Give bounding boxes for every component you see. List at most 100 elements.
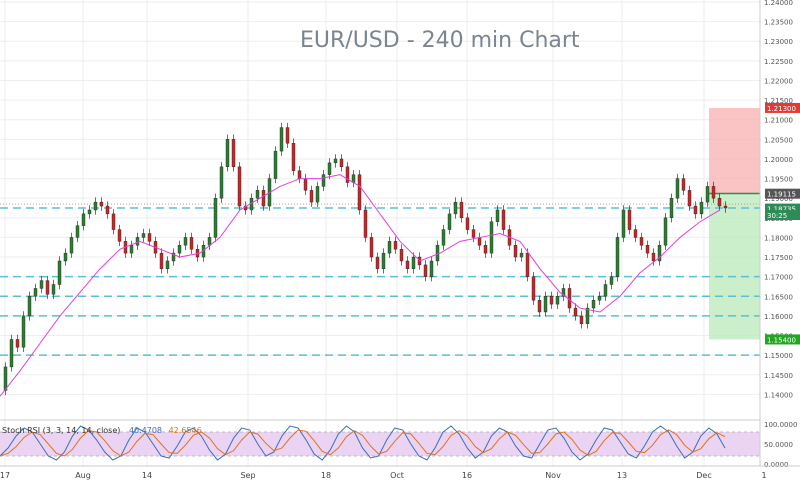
candle-body [495, 209, 500, 222]
candle-body [177, 245, 182, 254]
candle-body [39, 280, 44, 289]
candle-body [639, 237, 644, 246]
reward-zone [709, 193, 760, 340]
candle-body [333, 158, 338, 164]
candle-body [51, 284, 56, 295]
price-tick-label: 1.20000 [764, 156, 793, 164]
price-label-text: 1.18735 [767, 206, 796, 214]
price-axis: 1.24000 1.23500 1.23000 1.22500 1.22000 1.215… [759, 0, 800, 482]
candle-body [585, 307, 590, 324]
price-tick-label: 1.17000 [764, 274, 793, 282]
stochastic-tick-label: 0.0000 [764, 461, 789, 469]
candle-body [603, 284, 608, 297]
price-tick-label: 1.16000 [764, 313, 793, 321]
stochastic-tick-label: 100.0000 [764, 421, 797, 429]
candle-body [15, 339, 20, 348]
candle-body [513, 245, 518, 258]
time-tick-label: Sep [240, 471, 255, 480]
time-tick-label: 1 [761, 471, 766, 480]
candle-body [105, 205, 110, 215]
grid [0, 0, 765, 466]
candle-body [327, 162, 332, 175]
candle-body [723, 205, 728, 209]
candle-body [591, 300, 596, 309]
candle-body [483, 245, 488, 254]
candle-body [651, 252, 656, 262]
candle-body [129, 245, 134, 254]
time-tick-label: Oct [390, 471, 404, 480]
candle-body [93, 201, 98, 211]
candle-body [3, 366, 8, 391]
candle-body [69, 237, 74, 254]
candle-body [567, 288, 572, 309]
risk-reward-zones [709, 107, 760, 340]
price-tick-label: 1.21000 [764, 117, 793, 125]
candle-body [345, 166, 350, 183]
candle-body [261, 190, 266, 207]
price-tick-label: 1.21500 [764, 97, 793, 105]
candle-body [279, 127, 284, 152]
candle-body [321, 174, 326, 187]
time-tick-label: 18 [321, 471, 331, 480]
candle-body [159, 252, 164, 270]
time-tick-label: Aug [75, 471, 91, 480]
candle-body [663, 217, 668, 246]
candle-body [681, 178, 686, 191]
stochastic-d-value: 42.6546 [168, 426, 202, 435]
time-tick-label: 14 [142, 471, 152, 480]
candle-body [531, 276, 536, 301]
candle-body [411, 256, 416, 270]
stochastic-label: Stoch RSI (3, 3, 14, 14, close) 40.4708 … [2, 426, 202, 435]
candle-body [189, 237, 194, 250]
candle-body [675, 178, 680, 199]
candle-body [399, 248, 404, 262]
candle-body [465, 217, 470, 230]
price-tick-label: 1.20500 [764, 136, 793, 144]
candle-body [213, 197, 218, 238]
candle-body [87, 209, 92, 215]
candle-body [423, 264, 428, 277]
candle-body [711, 186, 716, 199]
candle-body [561, 288, 566, 297]
price-label-box [765, 210, 800, 221]
candle-body [471, 229, 476, 238]
candle-body [315, 186, 320, 203]
price-tick-label: 1.22500 [764, 58, 793, 66]
candle-body [303, 178, 308, 191]
candle-body [657, 245, 662, 262]
candle-body [429, 260, 434, 277]
candle-body [63, 252, 68, 262]
price-label-text: 1.15400 [767, 336, 796, 344]
candle-body [645, 245, 650, 254]
candle-body [45, 280, 50, 295]
candle-body [609, 276, 614, 285]
candle-body [291, 143, 296, 171]
price-tick-label: 1.23000 [764, 38, 793, 46]
risk-zone [709, 107, 760, 194]
time-axis: 17 Aug 14 Sep 18 Oct 16 Nov 13 Dec 1 [0, 465, 800, 480]
candle-body [705, 186, 710, 203]
time-tick-label: Nov [545, 471, 561, 480]
candle-body [579, 315, 584, 324]
candle-body [297, 170, 302, 179]
time-tick-label: 17 [0, 471, 10, 480]
price-tick-label: 1.22000 [764, 77, 793, 85]
price-label-box [765, 334, 800, 345]
candle-body [27, 296, 32, 317]
price-tick-label: 1.19000 [764, 195, 793, 203]
candle-body [33, 288, 38, 297]
candle-body [627, 209, 632, 230]
candle-body [21, 315, 26, 348]
candle-body [381, 252, 386, 270]
candle-body [141, 233, 146, 238]
candle-body [99, 201, 104, 207]
candle-body [453, 201, 458, 215]
candle-body [171, 252, 176, 262]
candle-body [219, 166, 224, 199]
time-tick-label: 16 [462, 471, 472, 480]
candlesticks [3, 122, 728, 396]
candle-body [699, 201, 704, 215]
stochastic-name: Stoch RSI (3, 3, 14, 14, close) [2, 426, 121, 435]
price-tick-label: 1.14000 [764, 391, 793, 399]
